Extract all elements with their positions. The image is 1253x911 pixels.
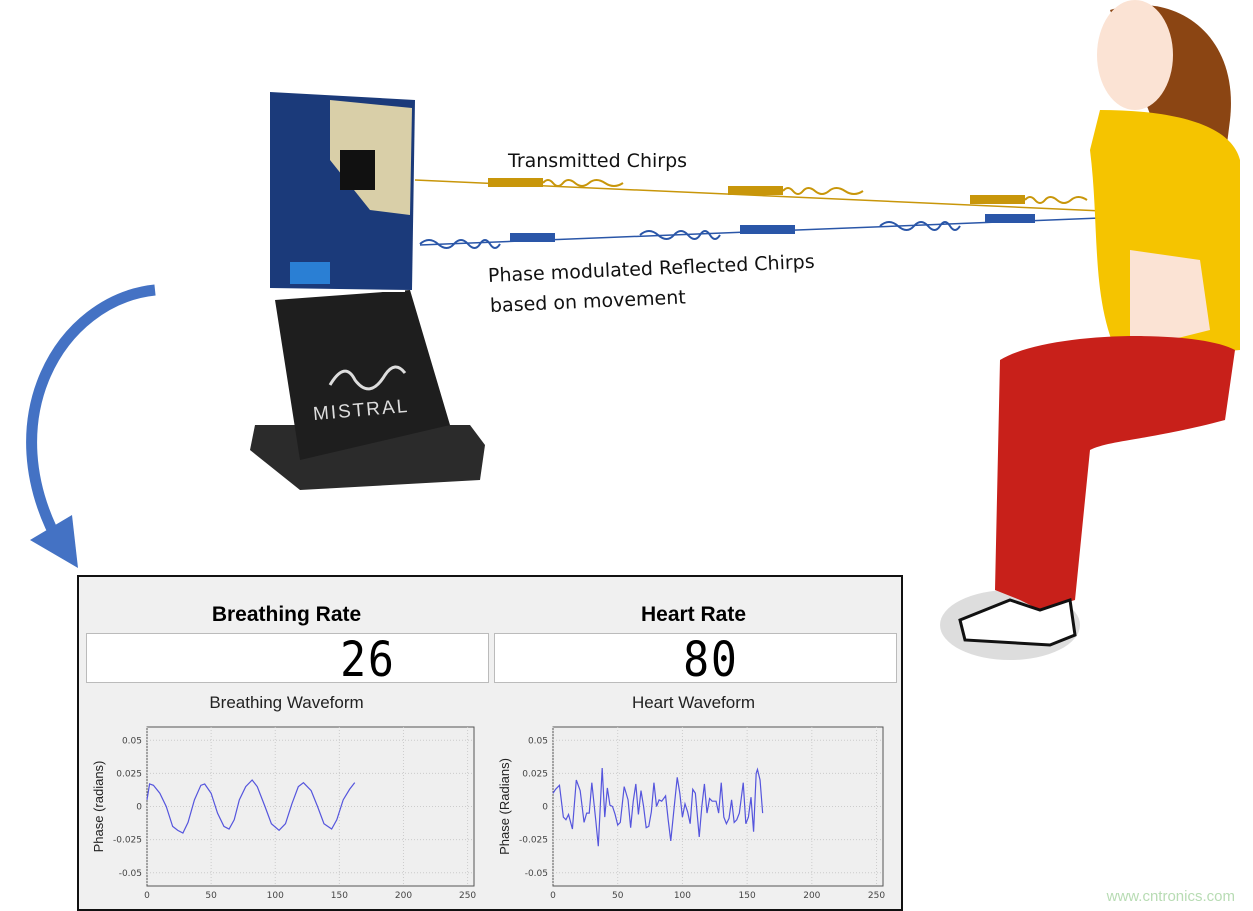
transmitted-chirps-label: Transmitted Chirps <box>508 150 688 172</box>
transmitted-chirps <box>414 178 1126 213</box>
heart-rate-display: 80 <box>494 632 897 688</box>
heart-waveform-title: Heart Waveform <box>631 693 756 712</box>
breathing-rate-value: 26 <box>340 632 396 688</box>
breathing-waveform-title: Breathing Waveform <box>209 693 364 712</box>
radar-device <box>250 92 485 490</box>
seated-person <box>940 0 1240 660</box>
breathing-rate-title: Breathing Rate <box>211 603 362 626</box>
reflected-chirps <box>419 214 1126 249</box>
heart-rate-title: Heart Rate <box>640 603 747 626</box>
arrow-head-icon <box>30 515 78 568</box>
heart-rate-value: 80 <box>683 632 739 688</box>
breathing-rate-display: 26 <box>86 632 489 688</box>
watermark: www.cntronics.com <box>1106 888 1235 905</box>
vital-signs-panel: Breathing Rate Heart Rate 26 80 Breathin… <box>77 575 903 911</box>
curved-arrow-icon <box>26 284 156 548</box>
